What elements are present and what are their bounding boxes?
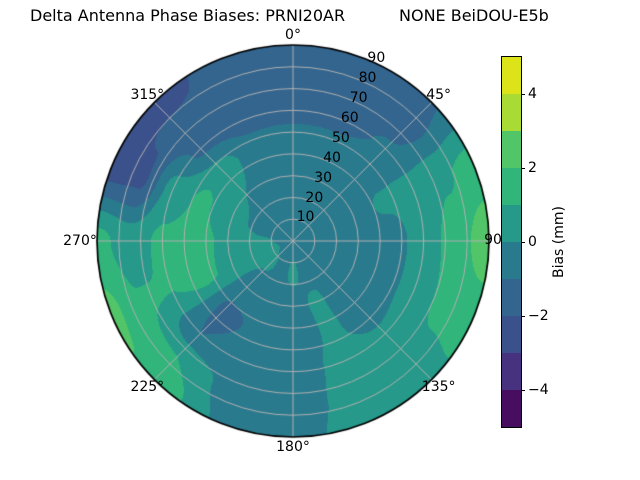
angular-tick-label: 225° <box>130 378 165 395</box>
polar-contour-plot <box>93 41 493 441</box>
colorbar-tick-label: −2 <box>528 308 549 324</box>
radial-tick-label: 50 <box>331 129 350 146</box>
colorbar-tick-label: 4 <box>528 86 537 102</box>
radial-tick-label: 20 <box>305 189 324 206</box>
colorbar <box>501 56 522 428</box>
angular-tick-label: 135° <box>421 378 456 395</box>
angular-tick-label: 180° <box>276 439 310 455</box>
colorbar-axis-label: Bias (mm) <box>551 205 567 279</box>
colorbar-band <box>502 279 521 316</box>
colorbar-tick <box>521 389 525 391</box>
colorbar-tick <box>521 93 525 95</box>
colorbar-tick <box>521 241 525 243</box>
radial-tick-label: 80 <box>358 70 377 87</box>
colorbar-band <box>502 316 521 353</box>
colorbar-tick <box>521 315 525 317</box>
angular-tick-label: 0° <box>285 27 301 43</box>
radial-tick-label: 90 <box>367 50 386 67</box>
colorbar-band <box>502 390 521 427</box>
colorbar-bands <box>502 57 521 427</box>
colorbar-tick-label: −4 <box>528 382 549 398</box>
angular-tick-label: 45° <box>426 87 452 104</box>
radial-tick-label: 30 <box>314 169 333 186</box>
colorbar-tick-label: 0 <box>528 234 537 250</box>
angular-tick-label: 90 <box>484 232 502 248</box>
colorbar-band <box>502 353 521 390</box>
colorbar-band <box>502 205 521 242</box>
radial-tick-label: 40 <box>323 149 341 166</box>
colorbar-band <box>502 242 521 279</box>
colorbar-band <box>502 57 521 94</box>
colorbar-band <box>502 94 521 131</box>
plot-title-suffix: NONE BeiDOU-E5b <box>399 6 549 25</box>
colorbar-band <box>502 168 521 205</box>
colorbar-tick-label: 2 <box>528 160 537 176</box>
radial-tick-label: 60 <box>340 109 359 126</box>
colorbar-tick <box>521 167 525 169</box>
radial-tick-label: 70 <box>349 90 368 107</box>
plot-title-main: Delta Antenna Phase Biases: PRNI20AR <box>30 6 346 25</box>
angular-tick-label: 270° <box>63 233 97 249</box>
radial-tick-label: 10 <box>296 209 315 226</box>
colorbar-band <box>502 131 521 168</box>
angular-tick-label: 315° <box>130 87 165 104</box>
